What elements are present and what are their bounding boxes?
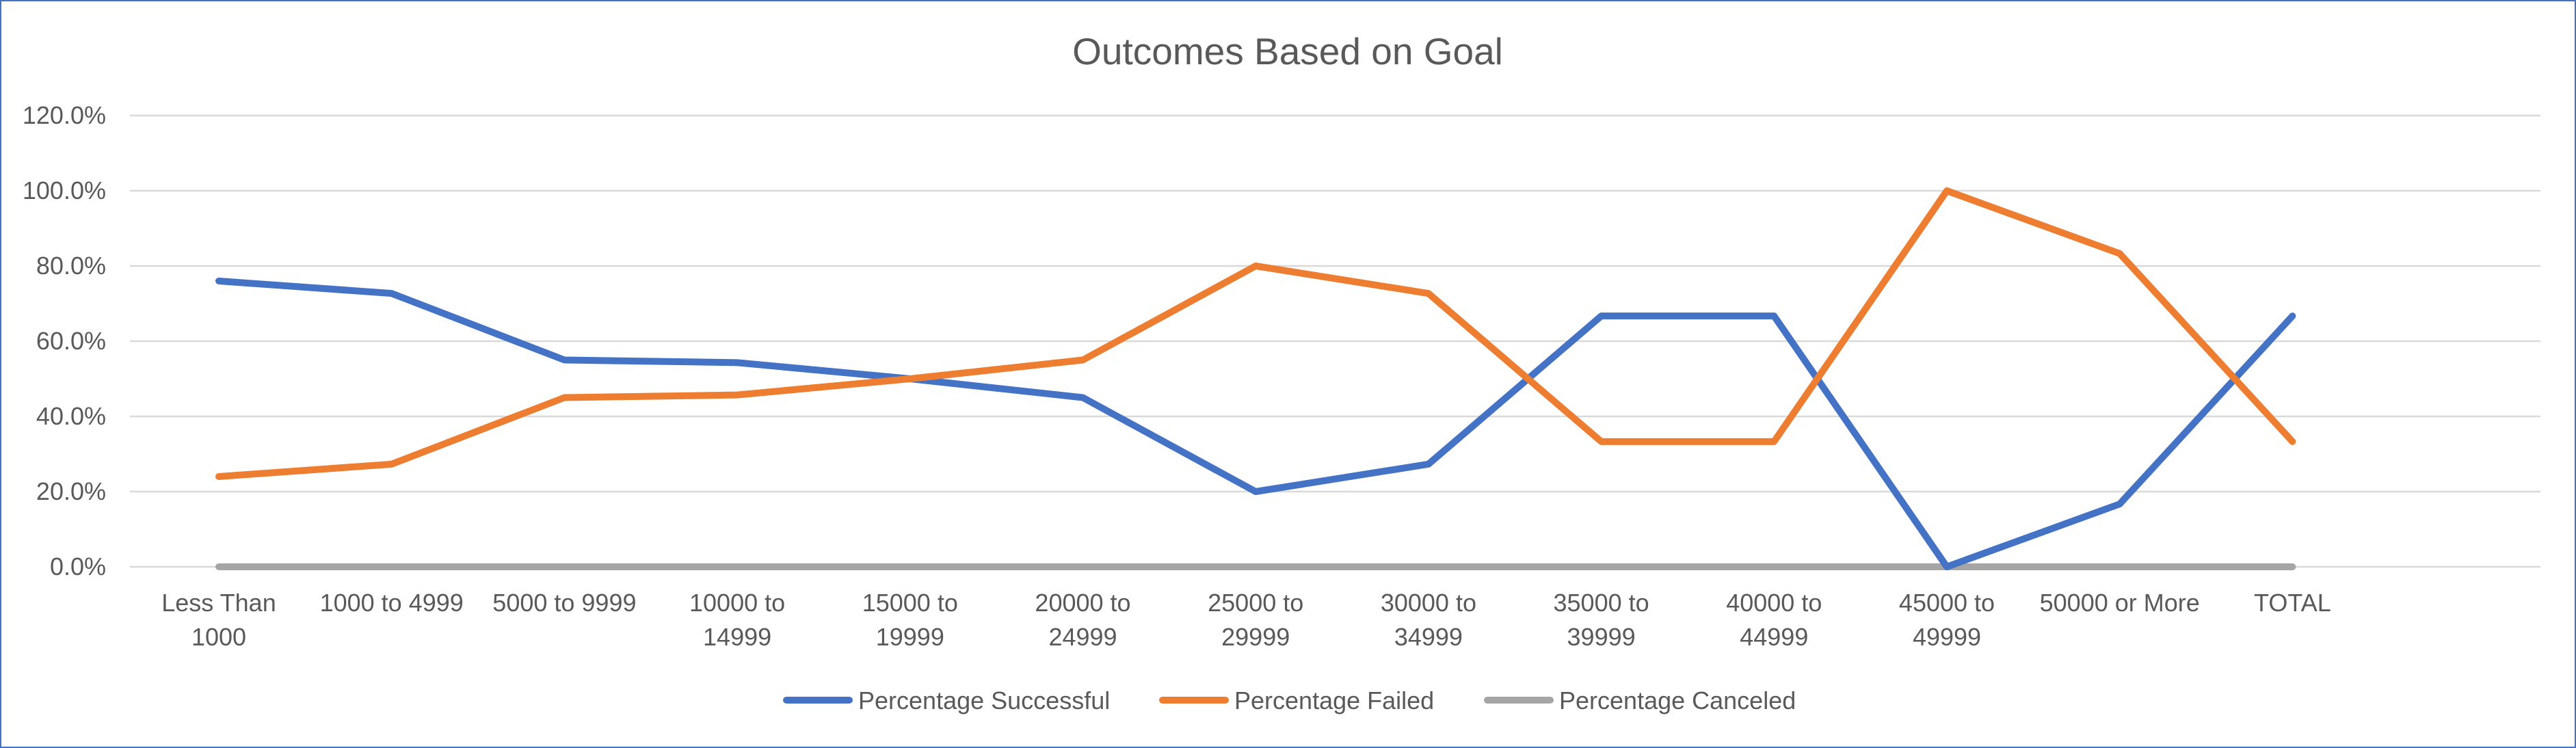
x-tick-label-line: 49999 <box>1913 623 1981 651</box>
y-tick-label: 120.0% <box>23 101 106 129</box>
x-tick-label-line: 29999 <box>1221 623 1290 651</box>
legend-label: Percentage Successful <box>858 686 1110 714</box>
x-tick-label: TOTAL <box>2254 589 2331 617</box>
series-line-percentage-successful <box>215 278 2296 570</box>
y-tick-label: 40.0% <box>36 402 106 430</box>
x-tick-label: 15000 to 19999 <box>862 589 958 651</box>
x-tick-label: 40000 to 44999 <box>1726 589 1822 651</box>
x-tick-label-line: 1000 to 4999 <box>320 589 464 617</box>
x-tick-label-line: 19999 <box>876 623 944 651</box>
x-tick-label-line: 14999 <box>703 623 771 651</box>
x-tick-label-line: 25000 to <box>1208 589 1303 617</box>
x-tick-label-line: 50000 or More <box>2040 589 2200 617</box>
x-tick-label: 35000 to 39999 <box>1554 589 1649 651</box>
legend-label: Percentage Canceled <box>1559 686 1796 714</box>
x-tick-label: 1000 to 4999 <box>320 589 464 617</box>
x-tick-label-line: 39999 <box>1567 623 1636 651</box>
x-tick-label-line: 40000 to <box>1726 589 1822 617</box>
y-axis-ticks: 0.0% 20.0% 40.0% 60.0% 80.0% 100.0% 120.0% <box>23 101 106 580</box>
x-tick-label-line: 10000 to <box>689 589 785 617</box>
legend-label: Percentage Failed <box>1234 686 1434 714</box>
chart-title: Outcomes Based on Goal <box>1072 30 1503 72</box>
x-tick-label-line: 30000 to <box>1381 589 1476 617</box>
x-tick-label-line: 1000 <box>191 623 246 651</box>
y-tick-label: 100.0% <box>23 176 106 204</box>
x-tick-label-line: 15000 to <box>862 589 958 617</box>
x-tick-label: Less Than 1000 <box>161 589 276 651</box>
series-line-percentage-failed <box>215 187 2296 480</box>
x-tick-label-line: 44999 <box>1740 623 1808 651</box>
y-tick-label: 20.0% <box>36 477 106 505</box>
x-tick-label-line: 20000 to <box>1035 589 1130 617</box>
x-tick-label-line: 34999 <box>1394 623 1463 651</box>
x-tick-label: 10000 to 14999 <box>689 589 785 651</box>
y-tick-label: 80.0% <box>36 252 106 280</box>
x-tick-label-line: Less Than <box>161 589 276 617</box>
x-tick-label-line: TOTAL <box>2254 589 2331 617</box>
x-tick-label: 45000 to 49999 <box>1899 589 1995 651</box>
x-tick-label: 5000 to 9999 <box>492 589 636 617</box>
legend: Percentage Successful Percentage Failed Pe… <box>783 686 1796 714</box>
gridlines <box>130 114 2540 568</box>
series-lines <box>215 187 2296 570</box>
y-tick-label: 0.0% <box>50 552 106 580</box>
x-tick-label-line: 5000 to 9999 <box>492 589 636 617</box>
x-tick-label-line: 35000 to <box>1554 589 1649 617</box>
x-tick-label: 30000 to 34999 <box>1381 589 1476 651</box>
x-tick-label-line: 45000 to <box>1899 589 1995 617</box>
x-tick-label: 25000 to 29999 <box>1208 589 1303 651</box>
x-tick-label: 50000 or More <box>2040 589 2200 617</box>
x-tick-label: 20000 to 24999 <box>1035 589 1130 651</box>
y-tick-label: 60.0% <box>36 327 106 355</box>
x-axis-ticks: Less Than 1000 1000 to 4999 5000 to 9999 100… <box>161 589 2331 651</box>
x-tick-label-line: 24999 <box>1048 623 1117 651</box>
